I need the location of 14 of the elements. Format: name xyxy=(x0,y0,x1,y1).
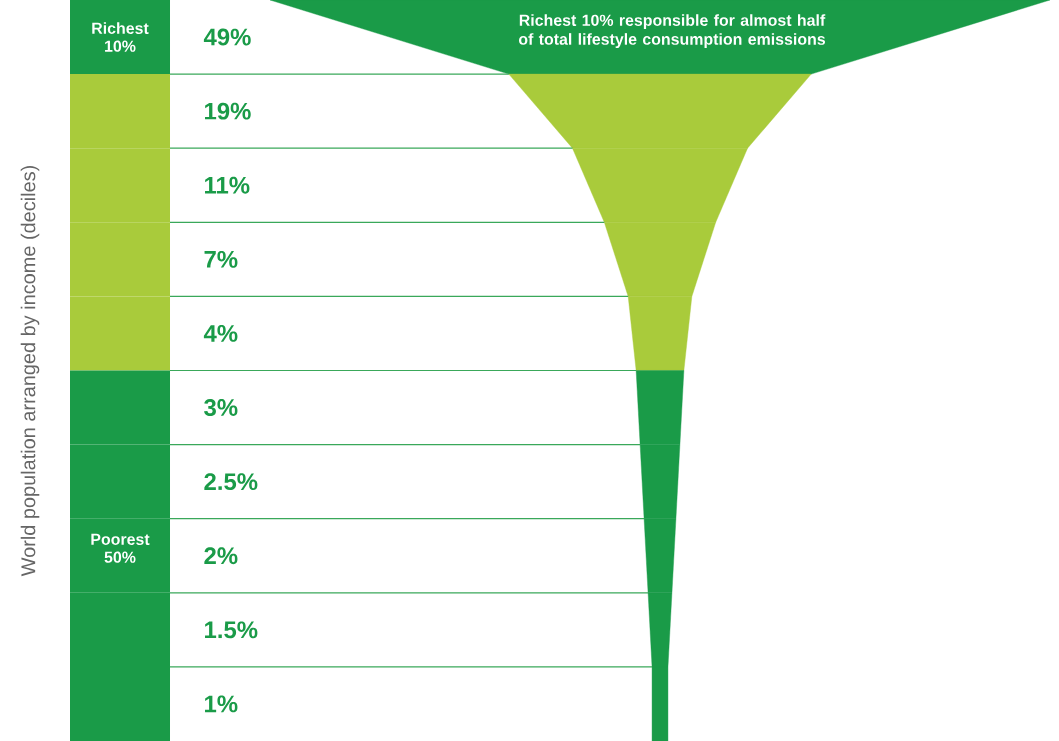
data-label: 1% xyxy=(205,695,238,713)
data-label: 7% xyxy=(204,250,238,268)
data-label: 19% xyxy=(205,102,251,120)
data-label: 3% xyxy=(204,399,238,417)
data-label: 4% xyxy=(203,325,238,342)
category-label: Richest 10% xyxy=(92,22,149,52)
data-label: 49% xyxy=(203,28,251,46)
text: Richest 10% responsible for almost half of total lifestyle consumption emissions xyxy=(518,14,826,49)
data-label: 2.5% xyxy=(204,473,258,491)
text: Poorest 50% xyxy=(91,533,150,563)
data-label: 2% xyxy=(204,547,238,565)
data-label: 1.5% xyxy=(205,621,258,639)
text: World population arranged by income (deciles) xyxy=(20,165,40,577)
data-label: 11% xyxy=(205,176,250,194)
